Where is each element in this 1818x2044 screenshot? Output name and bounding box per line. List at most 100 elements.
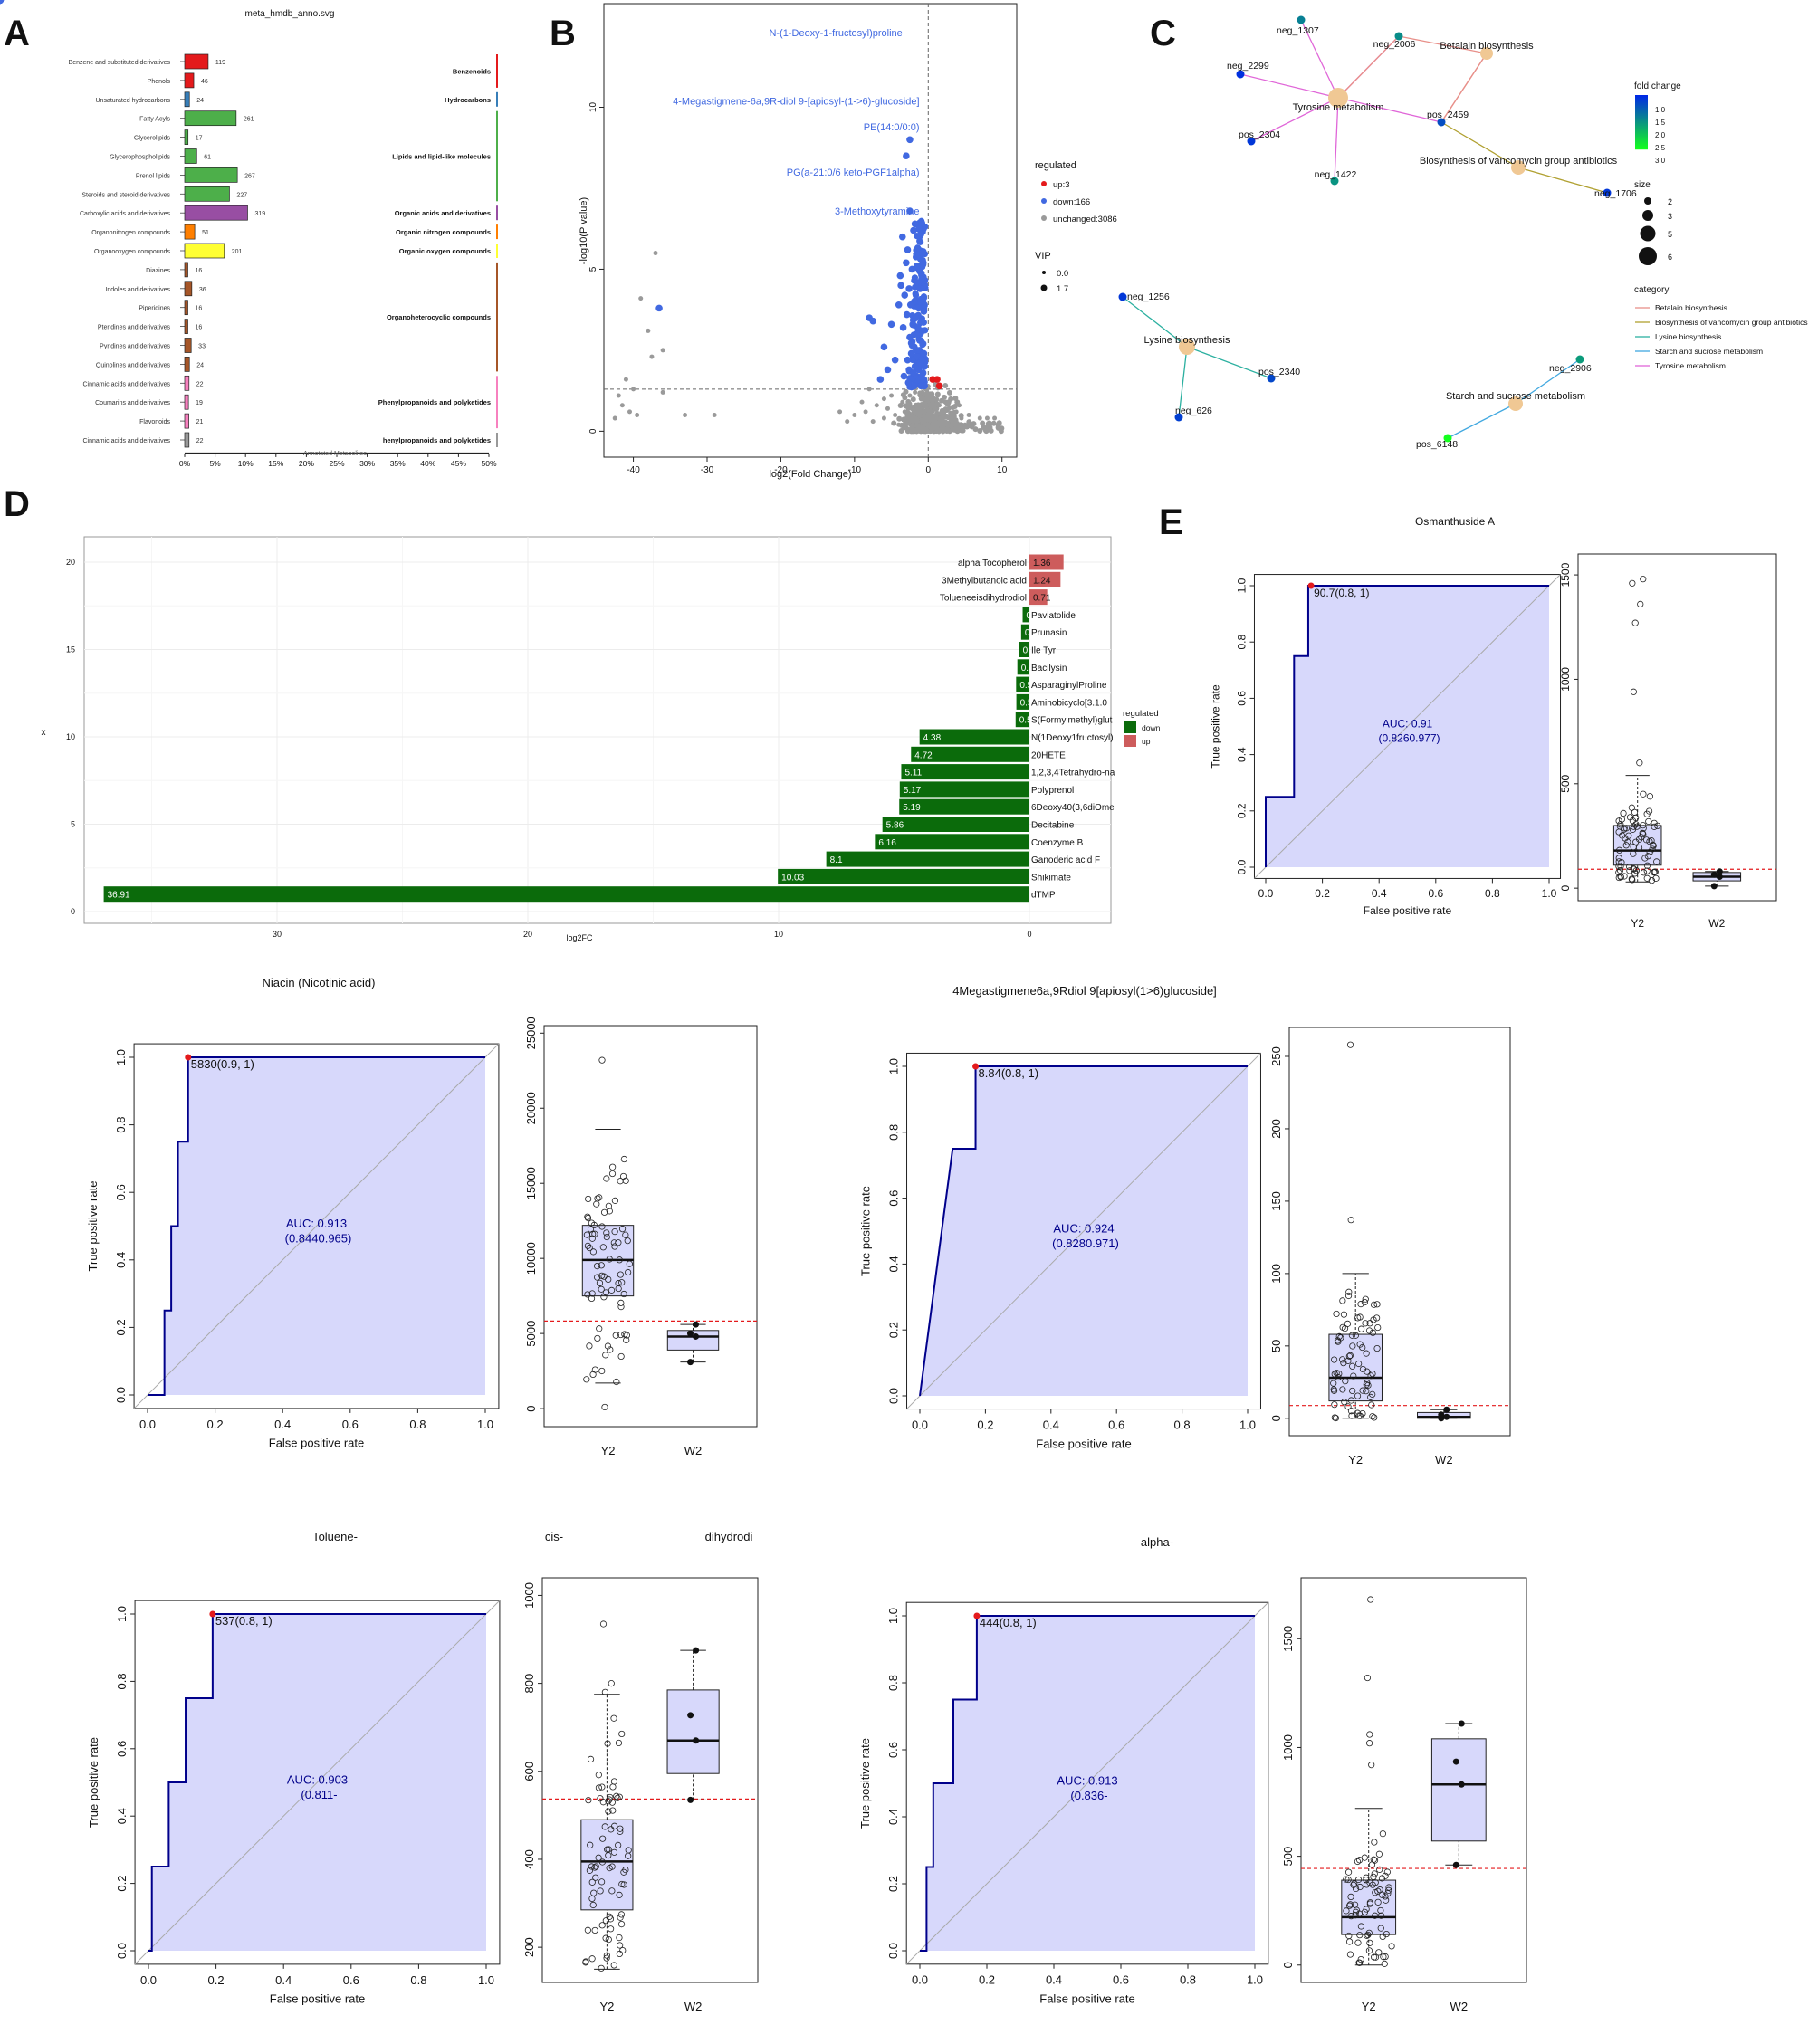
value-label: 319: [254, 211, 265, 217]
roc-x-tick-label: 1.0: [1542, 887, 1557, 900]
metabolite-label: neg_1706: [1594, 188, 1637, 199]
roc-auc-label: AUC: 0.903: [287, 1772, 348, 1786]
value-label: 6.16: [878, 838, 896, 848]
unchanged-point: [952, 419, 957, 425]
unchanged-point: [984, 415, 990, 421]
sample-point: [616, 1891, 623, 1898]
x-tick-label: 25%: [329, 459, 344, 468]
metabolite-label: neg_2006: [1373, 39, 1416, 50]
sample-point: [1443, 1413, 1450, 1420]
sample-point: [1371, 1912, 1379, 1919]
sample-point: [1363, 1881, 1371, 1888]
metabolite-node: [1174, 413, 1183, 422]
category-label: Cinnamic acids and derivatives: [83, 381, 171, 387]
sample-point: [687, 1330, 694, 1337]
roc-title-part: Toluene-: [312, 1530, 358, 1543]
outlier-point: [1366, 1731, 1373, 1738]
unchanged-point: [881, 415, 886, 421]
roc-x-tick-label: 0.4: [274, 1418, 291, 1431]
box-y-tick-label: 10000: [524, 1242, 538, 1275]
sample-point: [1355, 1857, 1364, 1864]
fc-gradient-strip: [1635, 148, 1648, 150]
fc-gradient-strip: [1635, 95, 1648, 97]
fc-gradient-strip: [1635, 118, 1648, 119]
bar-12: [184, 281, 193, 297]
plot-frame: [603, 3, 1018, 458]
legend-swatch: [1041, 181, 1047, 186]
metabolite-label: PE(14:0/0:0): [864, 122, 920, 133]
sample-point: [1372, 1953, 1380, 1961]
sample-point: [598, 1922, 606, 1929]
roc-title-part: dihydrodi: [705, 1530, 753, 1543]
sample-point: [1620, 809, 1627, 817]
legend-label: up:3: [1053, 180, 1070, 190]
sample-point: [1378, 1891, 1386, 1898]
down-point: [918, 275, 925, 282]
unchanged-point: [972, 426, 979, 433]
category-label: Benzene and substituted derivatives: [69, 60, 171, 66]
value-label: 5.17: [904, 786, 922, 796]
fc-tick-label: 1.0: [1655, 106, 1666, 114]
legend-title: fold change: [1634, 81, 1681, 91]
sample-point: [1356, 1959, 1364, 1966]
fc-gradient-strip: [1635, 99, 1648, 100]
category-label: Shikimate: [1031, 873, 1071, 883]
sample-point: [1378, 1875, 1386, 1882]
roc-diagonal: [1254, 574, 1561, 879]
value-label: 201: [232, 249, 243, 255]
metabolite-label: neg_2906: [1549, 363, 1592, 374]
roc-x-tick-label: 0.6: [1108, 1418, 1124, 1431]
bar-6: [899, 781, 1029, 798]
value-label: 16: [195, 306, 202, 312]
box-y-tick-label: 1000: [1559, 667, 1572, 692]
category-label: Biosynthesis of vancomycin group antibio…: [1655, 318, 1808, 327]
bar-19: [184, 413, 189, 429]
bar-16: [184, 357, 190, 372]
sample-point: [1377, 1912, 1385, 1919]
sample-point: [589, 1371, 597, 1379]
sample-point: [594, 1334, 601, 1342]
sample-point: [598, 1964, 605, 1972]
roc-diagonal: [906, 1053, 1261, 1409]
box-y-tick-label: 1500: [1559, 562, 1572, 587]
box-frame: [541, 1577, 759, 1983]
sample-point: [1359, 1365, 1367, 1373]
x-tick-label: 0%: [179, 459, 191, 468]
bar-17: [1029, 589, 1048, 606]
unchanged-point: [683, 412, 688, 417]
unchanged-point: [914, 422, 920, 427]
group-label: Hydrocarbons: [445, 96, 491, 104]
sample-point: [1352, 1908, 1360, 1915]
sample-point: [1615, 858, 1622, 865]
sample-point: [617, 1178, 624, 1185]
down-point: [911, 382, 918, 390]
sample-point: [588, 1955, 596, 1963]
group-label: W2: [1708, 917, 1725, 930]
sample-point: [1331, 1356, 1338, 1363]
sample-point: [687, 1712, 694, 1719]
value-label: 61: [204, 155, 211, 161]
sample-point: [620, 1290, 627, 1298]
sample-point: [1643, 836, 1651, 844]
fc-gradient-strip: [1635, 108, 1648, 110]
fc-gradient-strip: [1635, 127, 1648, 129]
unchanged-point: [992, 415, 998, 421]
bar-4: [882, 817, 1029, 832]
sample-point: [1366, 1879, 1373, 1886]
box: [666, 1689, 720, 1774]
bar-5: [184, 148, 197, 164]
outlier-point: [599, 1620, 608, 1628]
outlier-point: [1630, 688, 1637, 695]
metabolite-node: [1297, 15, 1306, 24]
down-point: [911, 343, 918, 351]
fc-gradient-strip: [1635, 115, 1648, 117]
sample-point: [1365, 1947, 1373, 1954]
sample-point: [1348, 1332, 1356, 1339]
edge: [1334, 97, 1339, 182]
value-label: 0.27: [1027, 611, 1045, 621]
sample-point: [1357, 1955, 1364, 1963]
roc-auc-label: AUC: 0.924: [1053, 1221, 1114, 1235]
down-point: [916, 285, 924, 292]
sample-point: [598, 1367, 606, 1375]
fc-gradient-strip: [1635, 101, 1648, 103]
